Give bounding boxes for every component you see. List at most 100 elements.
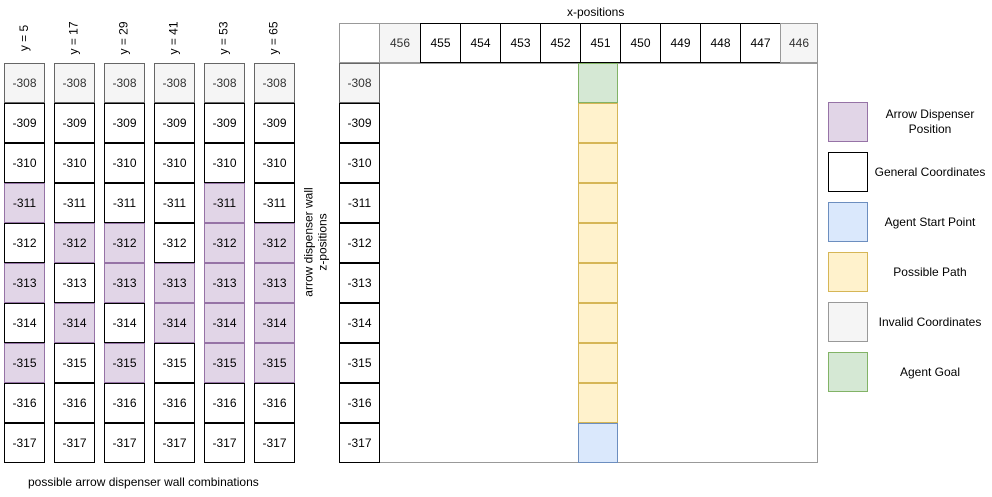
combo-cell: -317 bbox=[254, 423, 295, 463]
combo-cell-invalid: -308 bbox=[54, 63, 95, 103]
combo-cell-invalid: -308 bbox=[4, 63, 45, 103]
combo-column-label-text: y = 17 bbox=[67, 21, 81, 55]
combo-cell-dispenser: -315 bbox=[4, 343, 45, 383]
x-header-cell: 452 bbox=[540, 23, 581, 63]
x-header-cell: 454 bbox=[460, 23, 501, 63]
combo-cell: -312 bbox=[154, 223, 195, 263]
combo-cell: -311 bbox=[254, 183, 295, 223]
combo-cell: -310 bbox=[4, 143, 45, 183]
combo-cell: -316 bbox=[4, 383, 45, 423]
combo-cell: -309 bbox=[204, 103, 245, 143]
combo-column-label-text: y = 53 bbox=[217, 21, 231, 55]
combo-cell: -310 bbox=[204, 143, 245, 183]
combo-cell-dispenser: -313 bbox=[104, 263, 145, 303]
combo-cell: -317 bbox=[4, 423, 45, 463]
combo-cell: -309 bbox=[254, 103, 295, 143]
combo-cell: -317 bbox=[54, 423, 95, 463]
x-header-cell: 453 bbox=[500, 23, 541, 63]
combo-column-label-text: y = 5 bbox=[16, 24, 31, 52]
legend-label: General Coordinates bbox=[874, 164, 986, 179]
combo-column-label-text: y = 65 bbox=[267, 21, 281, 55]
combo-cell-dispenser: -311 bbox=[204, 183, 245, 223]
legend-swatch bbox=[828, 102, 868, 142]
x-header-cell: 449 bbox=[660, 23, 701, 63]
grid-corner-cell bbox=[339, 23, 380, 63]
combo-cell: -310 bbox=[254, 143, 295, 183]
combo-column-label: y = 5 bbox=[4, 18, 44, 58]
combo-cell-dispenser: -311 bbox=[4, 183, 45, 223]
combo-cell-invalid: -308 bbox=[204, 63, 245, 103]
z-header-cell: -310 bbox=[339, 143, 380, 183]
agent-start-cell bbox=[578, 423, 618, 463]
combinations-caption: possible arrow dispenser wall combinatio… bbox=[28, 475, 259, 489]
path-cell bbox=[578, 343, 618, 383]
combo-cell-invalid: -308 bbox=[104, 63, 145, 103]
x-header-cell: 448 bbox=[700, 23, 741, 63]
legend-label: Agent Goal bbox=[899, 364, 961, 379]
legend-swatch bbox=[828, 252, 868, 292]
combo-cell-dispenser: -313 bbox=[254, 263, 295, 303]
combo-cell-dispenser: -313 bbox=[4, 263, 45, 303]
combo-cell: -309 bbox=[4, 103, 45, 143]
combo-cell-dispenser: -312 bbox=[104, 223, 145, 263]
combo-cell: -315 bbox=[154, 343, 195, 383]
combo-column-label: y = 29 bbox=[104, 18, 144, 58]
combo-cell-dispenser: -315 bbox=[104, 343, 145, 383]
legend-swatch bbox=[828, 152, 868, 192]
combo-cell: -309 bbox=[104, 103, 145, 143]
combo-cell: -309 bbox=[54, 103, 95, 143]
path-cell bbox=[578, 303, 618, 343]
combo-column-label-text: y = 41 bbox=[167, 21, 181, 55]
z-header-cell-invalid: -308 bbox=[339, 63, 380, 103]
combo-cell-dispenser: -314 bbox=[204, 303, 245, 343]
combo-cell-dispenser: -314 bbox=[54, 303, 95, 343]
combo-cell: -310 bbox=[54, 143, 95, 183]
combo-cell: -311 bbox=[154, 183, 195, 223]
combo-cell: -310 bbox=[154, 143, 195, 183]
combo-column-label: y = 17 bbox=[54, 18, 94, 58]
combo-cell: -314 bbox=[104, 303, 145, 343]
combo-cell: -317 bbox=[204, 423, 245, 463]
combo-cell-dispenser: -312 bbox=[54, 223, 95, 263]
z-header-cell: -316 bbox=[339, 383, 380, 423]
combo-cell: -316 bbox=[254, 383, 295, 423]
combo-cell: -312 bbox=[4, 223, 45, 263]
combo-cell-dispenser: -313 bbox=[204, 263, 245, 303]
combo-cell: -316 bbox=[104, 383, 145, 423]
z-header-cell: -315 bbox=[339, 343, 380, 383]
path-cell bbox=[578, 183, 618, 223]
z-title-line1: arrow dispenser wall bbox=[302, 187, 317, 297]
path-cell bbox=[578, 263, 618, 303]
z-title-line2: z-positions bbox=[316, 213, 331, 271]
combo-column-label: y = 41 bbox=[154, 18, 194, 58]
combo-column-label: y = 53 bbox=[204, 18, 244, 58]
combo-cell-invalid: -308 bbox=[154, 63, 195, 103]
combo-cell-invalid: -308 bbox=[254, 63, 295, 103]
combo-cell: -316 bbox=[154, 383, 195, 423]
combo-cell: -317 bbox=[154, 423, 195, 463]
combo-cell: -314 bbox=[4, 303, 45, 343]
path-cell bbox=[578, 383, 618, 423]
combo-cell: -313 bbox=[54, 263, 95, 303]
z-positions-title: arrow dispenser wall z-positions bbox=[296, 182, 336, 302]
z-header-cell: -309 bbox=[339, 103, 380, 143]
combo-cell-dispenser: -312 bbox=[204, 223, 245, 263]
legend-label: Invalid Coordinates bbox=[878, 314, 982, 329]
z-header-cell: -312 bbox=[339, 223, 380, 263]
path-cell bbox=[578, 103, 618, 143]
combo-cell: -317 bbox=[104, 423, 145, 463]
x-header-cell-invalid: 446 bbox=[780, 23, 818, 63]
x-header-cell: 450 bbox=[620, 23, 661, 63]
combo-cell: -315 bbox=[54, 343, 95, 383]
combo-cell: -311 bbox=[104, 183, 145, 223]
path-cell bbox=[578, 143, 618, 183]
legend-swatch bbox=[828, 202, 868, 242]
z-header-cell: -311 bbox=[339, 183, 380, 223]
combo-cell-dispenser: -313 bbox=[154, 263, 195, 303]
agent-goal-cell bbox=[578, 63, 618, 103]
legend-label: Possible Path bbox=[893, 264, 967, 279]
path-cell bbox=[578, 223, 618, 263]
combo-cell: -316 bbox=[54, 383, 95, 423]
z-header-cell: -313 bbox=[339, 263, 380, 303]
